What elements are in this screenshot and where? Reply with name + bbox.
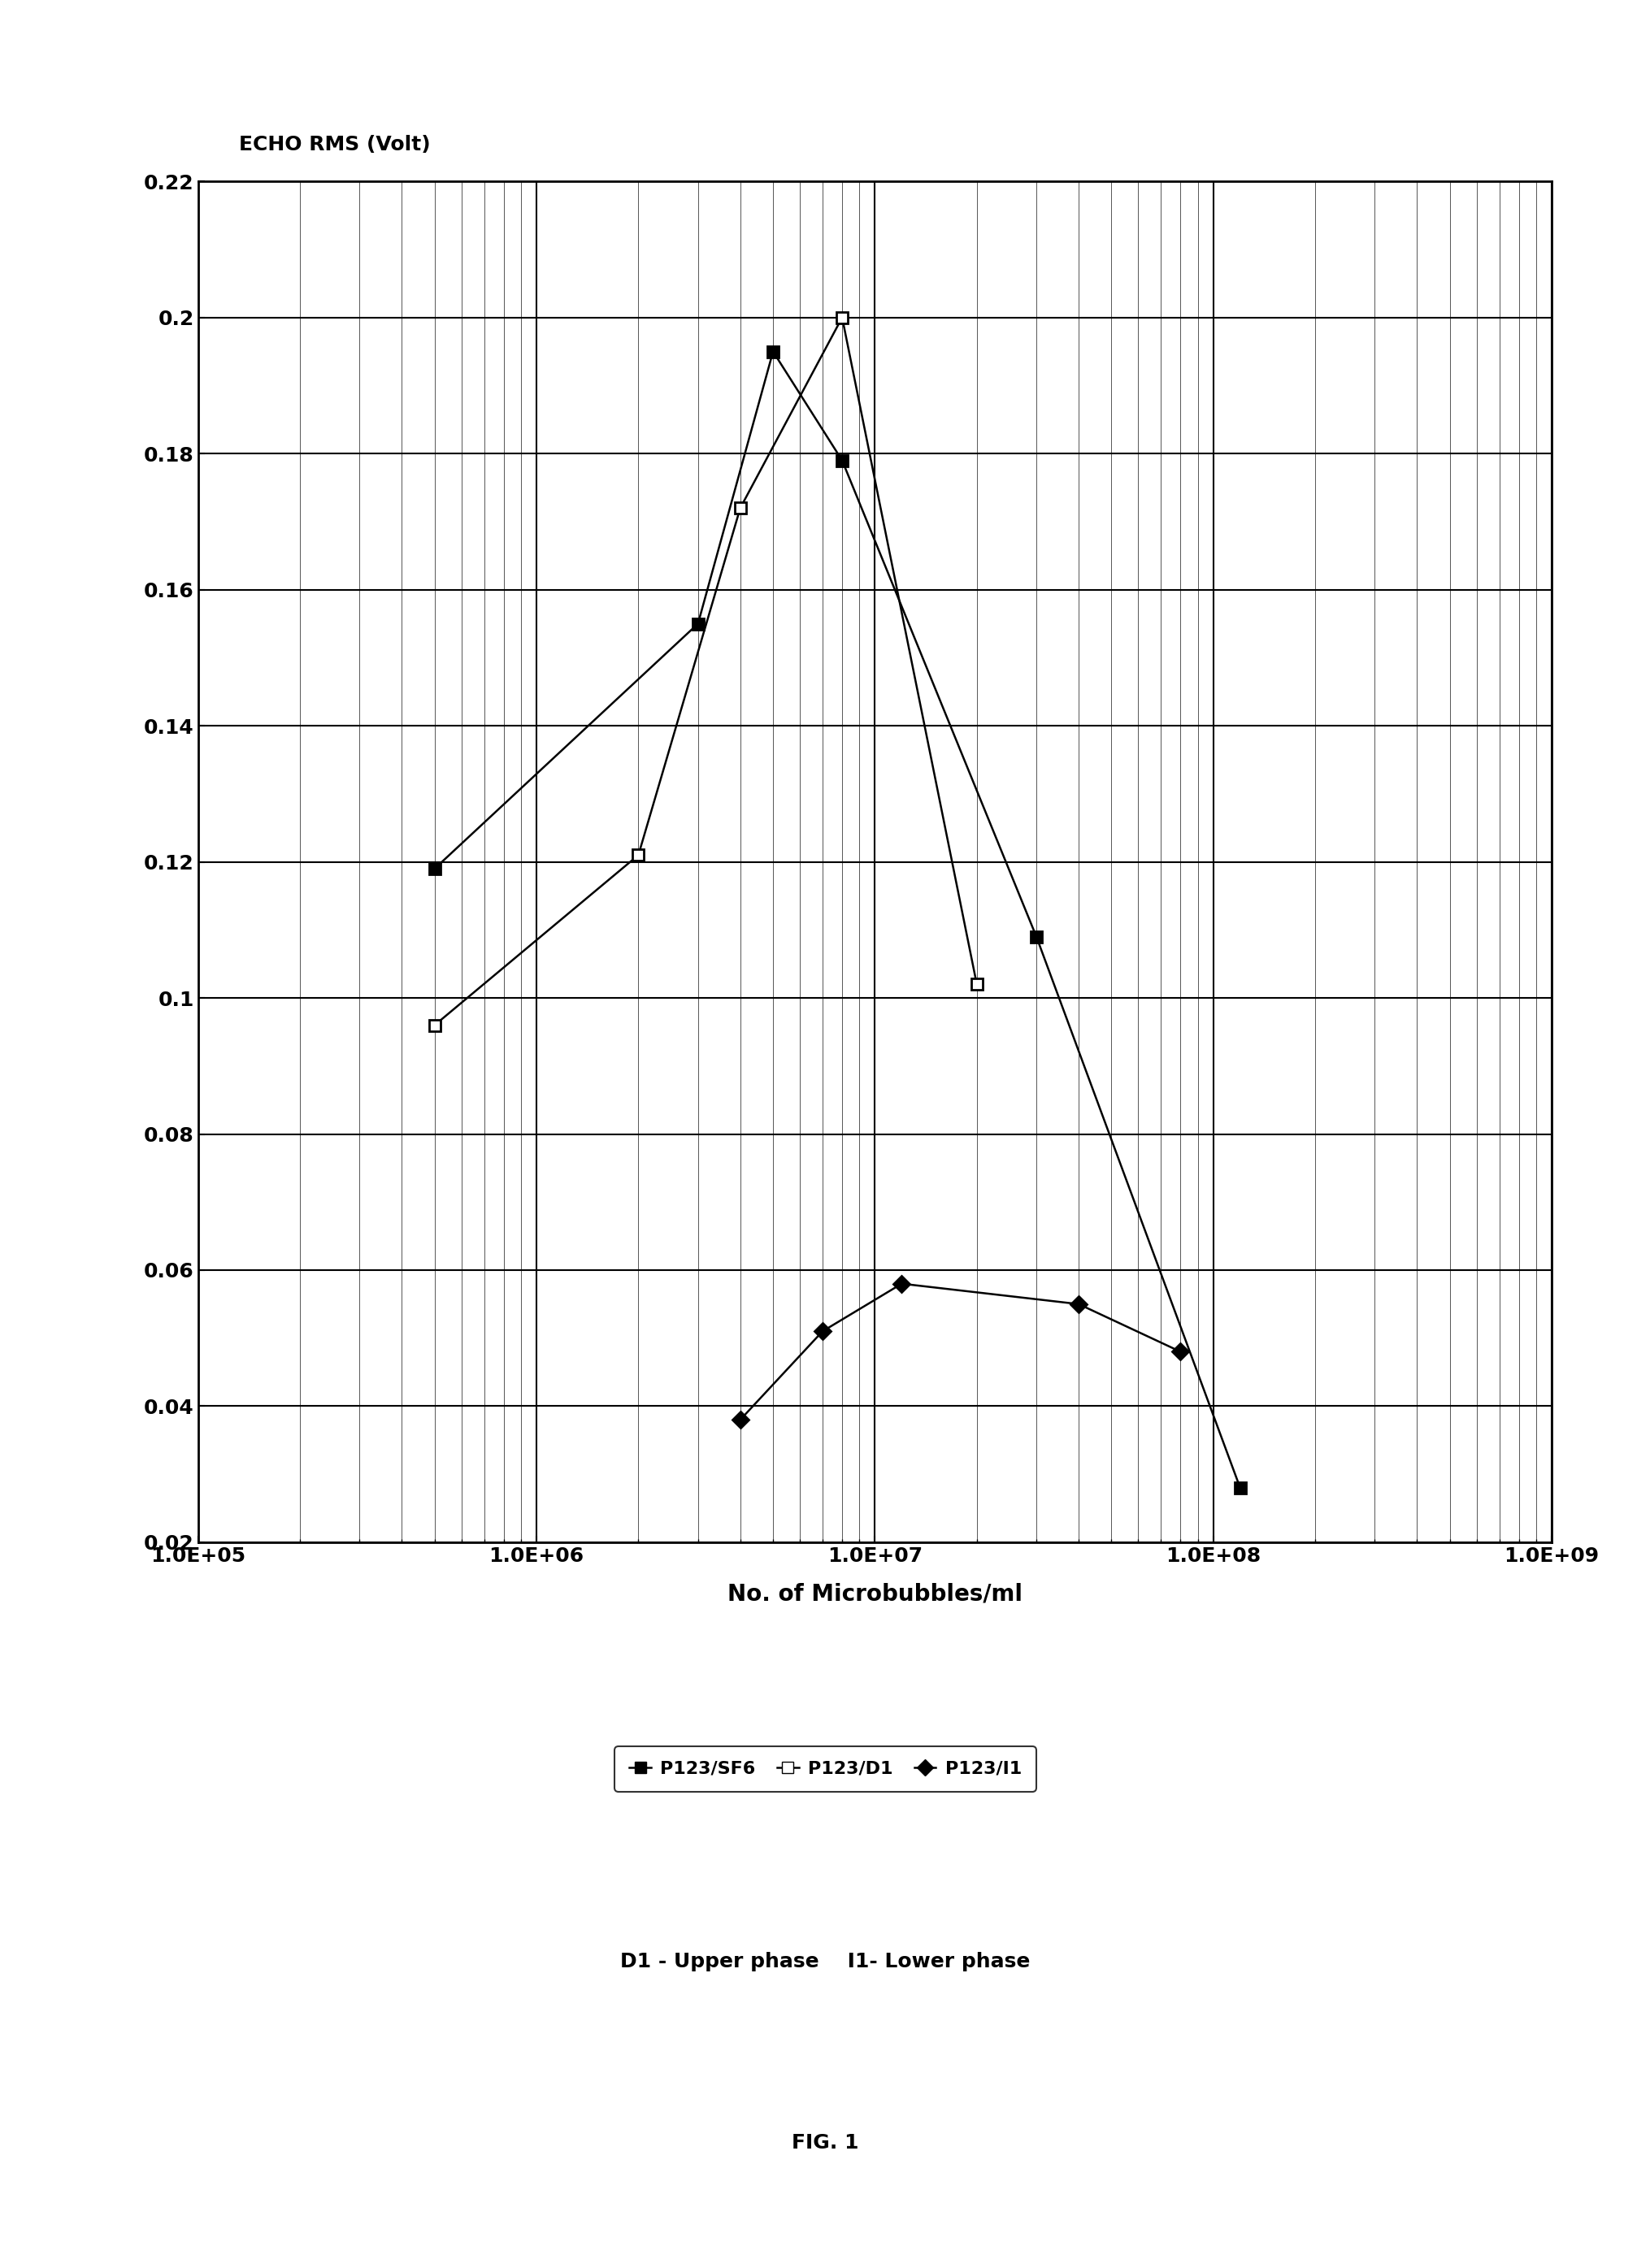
P123/SF6: [424, 855, 444, 882]
Text: FIG. 1: FIG. 1: [792, 2134, 858, 2152]
P123/SF6: [688, 610, 708, 637]
X-axis label: No. of Microbubbles/ml: No. of Microbubbles/ml: [728, 1583, 1021, 1606]
P123/I1: [812, 1318, 832, 1345]
Line: P123/I1: P123/I1: [734, 1279, 1186, 1424]
P123/I1: [891, 1270, 911, 1297]
P123/D1: [629, 841, 648, 869]
Line: P123/D1: P123/D1: [429, 313, 982, 1030]
P123/D1: [832, 304, 851, 331]
Line: P123/SF6: P123/SF6: [429, 347, 1246, 1492]
P123/SF6: [762, 338, 782, 365]
P123/I1: [1068, 1290, 1087, 1318]
P123/SF6: [1026, 923, 1046, 950]
Text: ECHO RMS (Volt): ECHO RMS (Volt): [239, 134, 431, 154]
P123/SF6: [1229, 1474, 1249, 1501]
P123/D1: [424, 1012, 444, 1039]
P123/SF6: [832, 447, 851, 474]
Legend: P123/SF6, P123/D1, P123/I1: P123/SF6, P123/D1, P123/I1: [614, 1746, 1036, 1792]
P123/D1: [967, 971, 987, 998]
P123/I1: [1170, 1338, 1190, 1365]
P123/D1: [729, 494, 749, 522]
P123/I1: [729, 1406, 749, 1433]
Text: D1 - Upper phase    I1- Lower phase: D1 - Upper phase I1- Lower phase: [620, 1953, 1030, 1971]
